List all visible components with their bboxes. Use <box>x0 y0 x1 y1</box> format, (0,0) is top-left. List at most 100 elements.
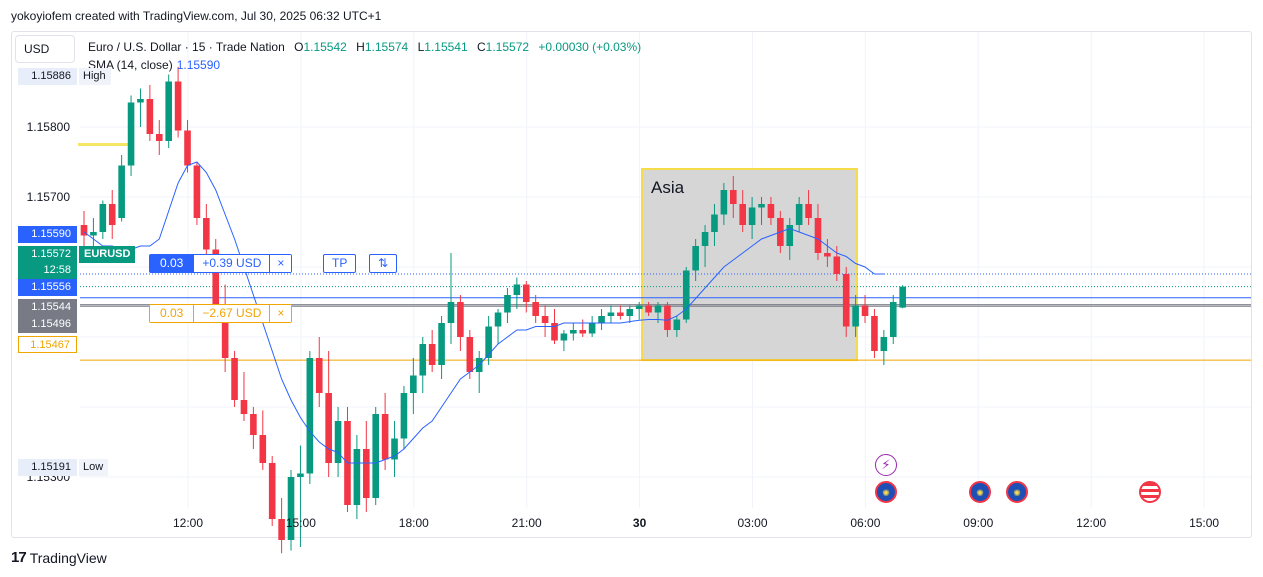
candle-body <box>212 249 220 309</box>
footer-brand-name: TradingView <box>29 549 107 566</box>
candle-body <box>419 344 427 376</box>
chart-credit: yokoyiofem created with TradingView.com,… <box>11 9 382 23</box>
candle-body <box>532 302 539 316</box>
sl-close-icon[interactable]: × <box>269 305 292 322</box>
candle-body <box>127 102 135 166</box>
candle-body <box>617 312 624 316</box>
candle-body <box>146 99 154 134</box>
candle-body <box>184 130 191 166</box>
low-label: Low <box>79 459 109 476</box>
legend-l-key: L <box>417 40 425 54</box>
candle-body <box>579 330 587 334</box>
sl-price-tag: 1.15467 <box>18 336 77 353</box>
candle-body <box>701 232 709 246</box>
candle-body <box>315 358 323 393</box>
legend-open: 1.15542 <box>303 40 347 54</box>
countdown-tag: 12:58 <box>18 262 77 279</box>
tp-close-icon[interactable]: × <box>269 255 292 272</box>
sl-order[interactable]: 0.03 −2.67 USD × <box>149 304 293 323</box>
session-label: Asia <box>651 178 685 197</box>
x-tick-label: 06:00 <box>850 516 880 530</box>
candle-body <box>551 323 558 341</box>
eu-flag-icon[interactable]: ✺ <box>1006 481 1028 503</box>
candle-body <box>767 204 775 218</box>
sma-line <box>83 161 884 464</box>
candle-body <box>814 218 822 253</box>
candle-body <box>297 473 304 477</box>
x-tick-label: 03:00 <box>737 516 767 530</box>
legend: Euro / U.S. Dollar · 15 · Trade Nation O… <box>88 40 641 54</box>
reverse-icon[interactable]: ⇅ <box>369 254 397 273</box>
candle-body <box>259 435 267 463</box>
footer-brand[interactable]: 17 TradingView <box>11 549 107 566</box>
currency-selector[interactable]: USD <box>15 35 75 63</box>
sl-order-qty: 0.03 <box>150 305 194 322</box>
candle-body <box>513 284 521 295</box>
sma-legend[interactable]: SMA (14, close) 1.15590 <box>88 58 220 72</box>
candle-body <box>504 295 511 313</box>
tp-order-qty: 0.03 <box>150 255 194 272</box>
us-flag-icon[interactable] <box>1139 481 1161 503</box>
candle-body <box>231 358 238 400</box>
candle-body <box>729 190 737 204</box>
entry-price-tag: 1.15544 <box>18 299 77 316</box>
candle-body <box>692 246 699 271</box>
candle-body <box>410 375 417 393</box>
candle-body <box>99 204 107 232</box>
candle-body <box>363 449 370 498</box>
x-tick-label: 18:00 <box>399 516 429 530</box>
sma-legend-value: 1.15590 <box>176 58 221 72</box>
candle-body <box>758 204 765 208</box>
candle-body <box>438 323 445 365</box>
candle-body <box>466 337 474 372</box>
sma-price-tag: 1.15590 <box>18 226 77 243</box>
candle-body <box>306 358 314 474</box>
candle-body <box>485 326 492 358</box>
legend-c-key: C <box>477 40 486 54</box>
candle-body <box>90 232 97 236</box>
x-axis: 12:00 15:00 18:00 21:00 30 03:00 06:00 09:00 12:… <box>173 516 1219 530</box>
candle-body <box>560 333 568 341</box>
x-tick-label: 30 <box>633 516 647 530</box>
candle-body <box>805 204 812 218</box>
y-tick-label: 1.15800 <box>27 120 71 134</box>
tradingview-logo-icon: 17 <box>11 549 27 566</box>
candle-body <box>720 190 728 215</box>
candle-body <box>108 204 116 225</box>
candle-body <box>80 225 88 236</box>
symbol-label: EURUSD <box>79 246 136 263</box>
legend-change: +0.00030 (+0.03%) <box>538 40 642 54</box>
x-tick-label: 12:00 <box>173 516 203 530</box>
candle-body <box>522 284 530 302</box>
candle-body <box>607 312 615 316</box>
candle-body <box>833 256 841 274</box>
candle-body <box>711 214 718 232</box>
candle-body <box>682 270 690 320</box>
candle-body <box>598 316 605 323</box>
x-tick-label: 09:00 <box>963 516 993 530</box>
tp-order[interactable]: 0.03 +0.39 USD × <box>149 254 293 273</box>
sma-polyline <box>83 161 884 464</box>
candle-body <box>654 305 662 313</box>
candle-body <box>400 393 408 439</box>
candle-body <box>748 207 756 225</box>
candle-body <box>673 319 681 330</box>
candle-body <box>842 274 850 327</box>
candle-body <box>871 316 878 351</box>
eu-flag-icon[interactable]: ✺ <box>969 481 991 503</box>
candle-body <box>428 344 436 365</box>
candle-body <box>541 316 549 323</box>
x-tick-label: 21:00 <box>512 516 542 530</box>
candle-body <box>786 225 794 246</box>
candle-body <box>381 414 389 460</box>
tp-button[interactable]: TP <box>323 254 357 273</box>
candle-body <box>852 305 859 327</box>
avg-price-tag: 1.15496 <box>18 316 77 333</box>
eu-flag-icon[interactable]: ✺ <box>875 481 897 503</box>
lightning-icon[interactable]: ⚡ <box>875 454 897 476</box>
legend-high: 1.15574 <box>364 40 409 54</box>
candle-body <box>203 218 210 250</box>
tp-price-tag: 1.15556 <box>18 279 77 296</box>
x-tick-label: 12:00 <box>1076 516 1106 530</box>
